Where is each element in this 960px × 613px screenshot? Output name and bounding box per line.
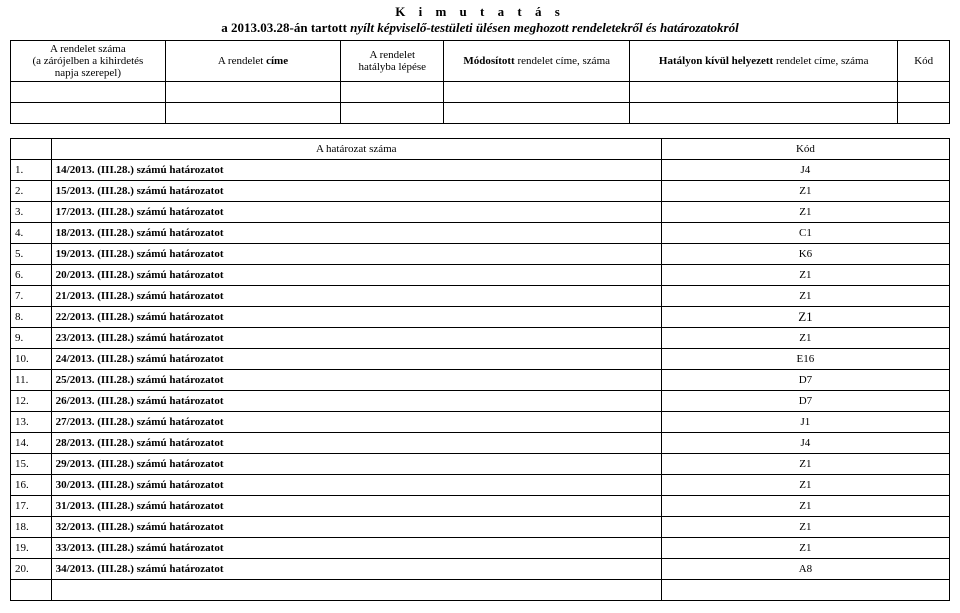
row-code: J4 — [661, 433, 949, 454]
row-index: 14. — [11, 433, 52, 454]
row-index: 10. — [11, 349, 52, 370]
row-code: Z1 — [661, 181, 949, 202]
table-row: 5.19/2013. (III.28.) számú határozatotK6 — [11, 244, 950, 265]
row-code: D7 — [661, 370, 949, 391]
body-table: A határozat számaKód1.14/2013. (III.28.)… — [10, 138, 950, 601]
table-row: 18.32/2013. (III.28.) számú határozatotZ… — [11, 517, 950, 538]
table-row: 12.26/2013. (III.28.) számú határozatotD… — [11, 391, 950, 412]
row-text: 27/2013. (III.28.) számú határozatot — [51, 412, 661, 433]
row-text: 22/2013. (III.28.) számú határozatot — [51, 307, 661, 328]
row-code: E16 — [661, 349, 949, 370]
row-index: 9. — [11, 328, 52, 349]
head-col-2: A rendelet címe — [165, 41, 340, 82]
row-code: Z1 — [661, 496, 949, 517]
header-table: A rendelet száma (a zárójelben a kihirde… — [10, 40, 950, 124]
row-index: 11. — [11, 370, 52, 391]
row-code: C1 — [661, 223, 949, 244]
row-text: 34/2013. (III.28.) számú határozatot — [51, 559, 661, 580]
row-index: 16. — [11, 475, 52, 496]
table-row: 13.27/2013. (III.28.) számú határozatotJ… — [11, 412, 950, 433]
row-code: J1 — [661, 412, 949, 433]
row-index: 7. — [11, 286, 52, 307]
head-col-1: A rendelet száma (a zárójelben a kihirde… — [11, 41, 166, 82]
row-text: 25/2013. (III.28.) számú határozatot — [51, 370, 661, 391]
page-title-1: K i m u t a t á s — [10, 4, 950, 20]
row-text: 30/2013. (III.28.) számú határozatot — [51, 475, 661, 496]
row-text: 20/2013. (III.28.) számú határozatot — [51, 265, 661, 286]
row-code: Z1 — [661, 328, 949, 349]
head-col-4: Módosított rendelet címe, száma — [444, 41, 630, 82]
row-code: Z1 — [661, 202, 949, 223]
row-index: 20. — [11, 559, 52, 580]
row-text: 21/2013. (III.28.) számú határozatot — [51, 286, 661, 307]
row-text: 18/2013. (III.28.) számú határozatot — [51, 223, 661, 244]
row-code: A8 — [661, 559, 949, 580]
head-col-3: A rendelethatályba lépése — [341, 41, 444, 82]
row-index: 5. — [11, 244, 52, 265]
row-text: 32/2013. (III.28.) számú határozatot — [51, 517, 661, 538]
row-text: 31/2013. (III.28.) számú határozatot — [51, 496, 661, 517]
table-row: 20.34/2013. (III.28.) számú határozatotA… — [11, 559, 950, 580]
row-index: 8. — [11, 307, 52, 328]
table-row: 16.30/2013. (III.28.) számú határozatotZ… — [11, 475, 950, 496]
row-text: 29/2013. (III.28.) számú határozatot — [51, 454, 661, 475]
row-text: 23/2013. (III.28.) számú határozatot — [51, 328, 661, 349]
body-header-code: Kód — [661, 139, 949, 160]
row-code: Z1 — [661, 286, 949, 307]
table-row: 4.18/2013. (III.28.) számú határozatotC1 — [11, 223, 950, 244]
row-code: K6 — [661, 244, 949, 265]
row-code: D7 — [661, 391, 949, 412]
row-index: 6. — [11, 265, 52, 286]
table-row: 15.29/2013. (III.28.) számú határozatotZ… — [11, 454, 950, 475]
row-text: 19/2013. (III.28.) számú határozatot — [51, 244, 661, 265]
row-text: 17/2013. (III.28.) számú határozatot — [51, 202, 661, 223]
table-row: 19.33/2013. (III.28.) számú határozatotZ… — [11, 538, 950, 559]
row-index: 17. — [11, 496, 52, 517]
row-text: 15/2013. (III.28.) számú határozatot — [51, 181, 661, 202]
row-index: 19. — [11, 538, 52, 559]
table-row: 11.25/2013. (III.28.) számú határozatotD… — [11, 370, 950, 391]
row-code: Z1 — [661, 307, 949, 328]
table-row: 10.24/2013. (III.28.) számú határozatotE… — [11, 349, 950, 370]
row-index: 1. — [11, 160, 52, 181]
table-row: 8.22/2013. (III.28.) számú határozatotZ1 — [11, 307, 950, 328]
row-index: 12. — [11, 391, 52, 412]
table-row: 7.21/2013. (III.28.) számú határozatotZ1 — [11, 286, 950, 307]
row-index: 18. — [11, 517, 52, 538]
row-text: 14/2013. (III.28.) számú határozatot — [51, 160, 661, 181]
row-index: 15. — [11, 454, 52, 475]
row-code: Z1 — [661, 538, 949, 559]
body-header-label: A határozat száma — [51, 139, 661, 160]
row-code: J4 — [661, 160, 949, 181]
table-row: 6.20/2013. (III.28.) számú határozatotZ1 — [11, 265, 950, 286]
table-row: 17.31/2013. (III.28.) számú határozatotZ… — [11, 496, 950, 517]
row-index: 3. — [11, 202, 52, 223]
row-index: 4. — [11, 223, 52, 244]
head-col-5: Hatályon kívül helyezett rendelet címe, … — [630, 41, 898, 82]
table-row: 14.28/2013. (III.28.) számú határozatotJ… — [11, 433, 950, 454]
row-code: Z1 — [661, 265, 949, 286]
row-code: Z1 — [661, 475, 949, 496]
row-code: Z1 — [661, 454, 949, 475]
table-row: 2.15/2013. (III.28.) számú határozatotZ1 — [11, 181, 950, 202]
table-row: 3.17/2013. (III.28.) számú határozatotZ1 — [11, 202, 950, 223]
head-col-6: Kód — [898, 41, 950, 82]
row-text: 28/2013. (III.28.) számú határozatot — [51, 433, 661, 454]
table-row: 9.23/2013. (III.28.) számú határozatotZ1 — [11, 328, 950, 349]
body-idx — [11, 139, 52, 160]
row-code: Z1 — [661, 517, 949, 538]
row-text: 33/2013. (III.28.) számú határozatot — [51, 538, 661, 559]
page-title-2: a 2013.03.28-án tartott nyílt képviselő-… — [10, 20, 950, 36]
table-row: 1.14/2013. (III.28.) számú határozatotJ4 — [11, 160, 950, 181]
row-text: 26/2013. (III.28.) számú határozatot — [51, 391, 661, 412]
row-text: 24/2013. (III.28.) számú határozatot — [51, 349, 661, 370]
row-index: 2. — [11, 181, 52, 202]
row-index: 13. — [11, 412, 52, 433]
